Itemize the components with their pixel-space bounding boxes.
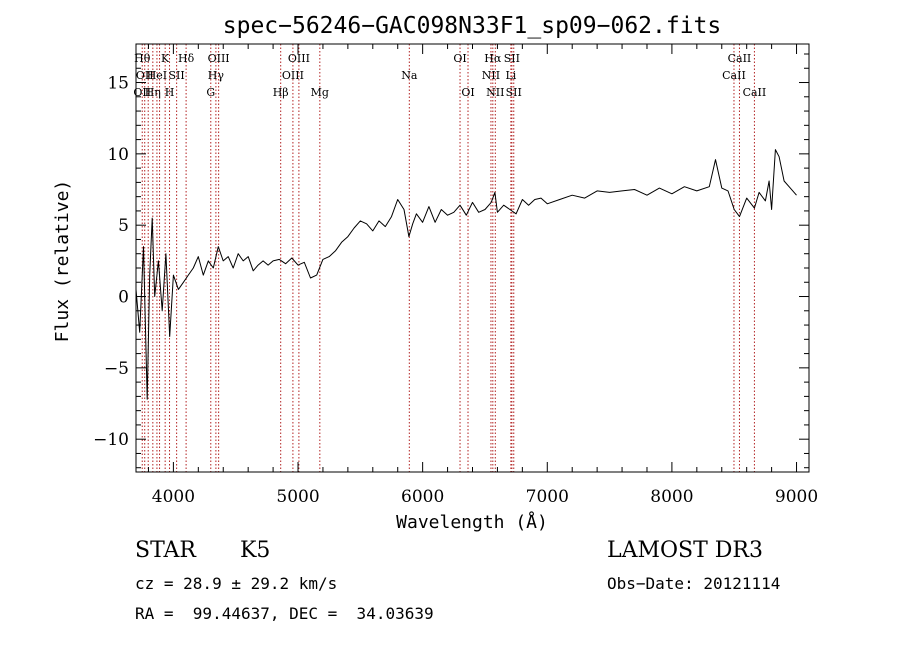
x-tick-label: 8000 — [650, 487, 693, 507]
x-tick-label: 4000 — [152, 487, 195, 507]
x-tick-label: 6000 — [401, 487, 444, 507]
line-label: OIII — [282, 69, 304, 82]
line-label: Hη — [145, 86, 161, 99]
spectrum-series — [135, 149, 797, 400]
line-label: OII — [136, 69, 154, 82]
y-axis-label: Flux (relative) — [52, 180, 73, 343]
line-label: CaII — [728, 52, 752, 65]
y-tick-label: −5 — [104, 359, 129, 379]
chart-title: spec−56246−GAC098N33F1_sp09−062.fits — [223, 13, 722, 39]
line-label: OI — [453, 52, 466, 65]
line-label: Hδ — [178, 52, 195, 65]
line-label: Hα — [484, 52, 502, 65]
line-label: Li — [505, 69, 516, 82]
y-tick-label: 5 — [118, 216, 129, 236]
line-label: CaII — [722, 69, 746, 82]
x-tick-label: 5000 — [276, 487, 319, 507]
y-tick-label: 15 — [107, 74, 129, 94]
y-tick-label: 0 — [118, 288, 129, 308]
coordinates: RA = 99.44637, DEC = 34.03639 — [135, 604, 434, 623]
x-tick-label: 9000 — [775, 487, 818, 507]
line-label: Hβ — [273, 86, 289, 99]
y-tick-label: −10 — [93, 430, 129, 450]
line-label: OII — [133, 86, 151, 99]
spectrum-line — [135, 149, 797, 400]
line-labels: HθOIIOIIHηHeIKHSIIHδGHγOIIIHβOIIIOIIIMgN… — [133, 52, 766, 99]
line-label: Hθ — [134, 52, 151, 65]
line-label: SII — [506, 86, 522, 99]
x-axis: 4000 5000 6000 7000 8000 9000 — [147, 44, 818, 507]
line-label: SII — [169, 69, 185, 82]
line-label: Na — [401, 69, 418, 82]
line-label: K — [161, 52, 170, 65]
line-label: NII — [486, 86, 504, 99]
object-class: STAR — [135, 538, 196, 563]
line-label: OIII — [208, 52, 230, 65]
line-label: HeI — [147, 69, 167, 82]
line-label: OI — [461, 86, 474, 99]
line-label: NII — [482, 69, 500, 82]
line-label: SII — [504, 52, 520, 65]
y-axis: −10 −5 0 5 10 15 — [93, 53, 809, 469]
redshift-cz: cz = 28.9 ± 29.2 km/s — [135, 574, 338, 593]
y-tick-label: 10 — [107, 145, 129, 165]
line-label: OIII — [288, 52, 310, 65]
object-subclass: K5 — [240, 538, 271, 563]
line-label: G — [206, 86, 215, 99]
x-axis-label: Wavelength (Å) — [396, 511, 548, 533]
line-label: Mg — [311, 86, 329, 99]
x-tick-label: 7000 — [526, 487, 569, 507]
line-label: CaII — [743, 86, 767, 99]
observation-date: Obs−Date: 20121114 — [607, 574, 781, 593]
line-label: H — [165, 86, 175, 99]
line-label: Hγ — [208, 69, 225, 82]
line-markers — [141, 44, 755, 472]
survey-name: LAMOST DR3 — [607, 538, 763, 563]
